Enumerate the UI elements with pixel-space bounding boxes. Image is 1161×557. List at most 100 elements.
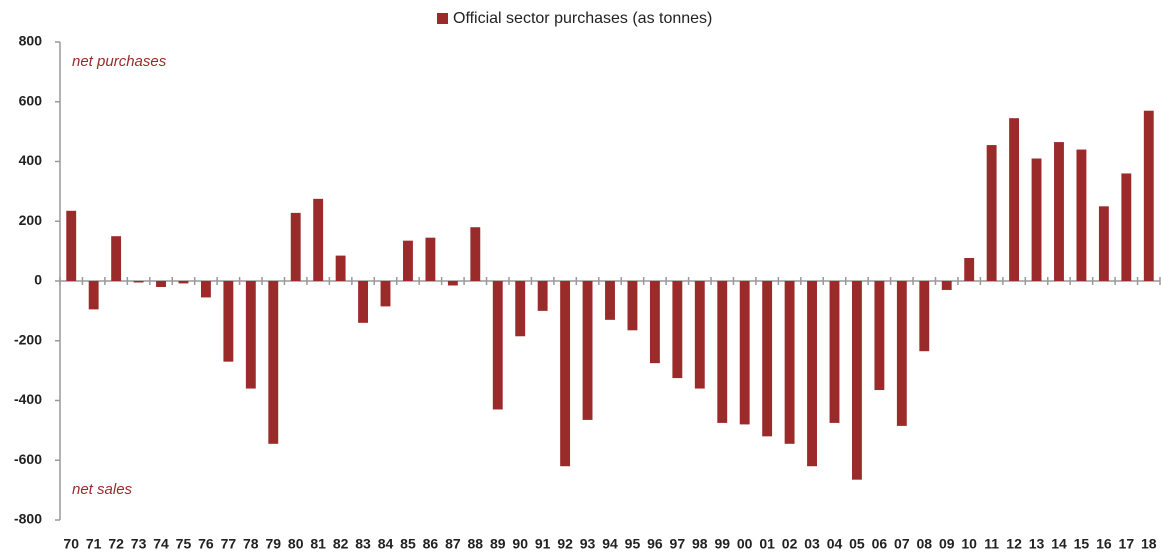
x-tick-label: 88 [468, 536, 484, 552]
bar [111, 236, 122, 281]
x-tick-label: 00 [737, 536, 753, 552]
bar [178, 281, 189, 284]
x-tick-label: 71 [86, 536, 102, 552]
x-tick-label: 07 [894, 536, 910, 552]
x-tick-label: 72 [108, 536, 124, 552]
x-tick-label: 05 [849, 536, 865, 552]
bar [874, 281, 885, 391]
x-tick-label: 96 [647, 536, 663, 552]
x-tick-label: 86 [423, 536, 439, 552]
y-tick-label: 200 [19, 212, 43, 228]
bar [245, 281, 256, 389]
bar [403, 240, 413, 281]
y-tick-label: -200 [14, 331, 42, 347]
x-tick-label: 18 [1141, 536, 1157, 552]
x-tick-label: 84 [378, 536, 394, 552]
bar [358, 281, 368, 323]
y-tick-label: 400 [19, 152, 43, 168]
bar [739, 281, 750, 425]
bar [762, 281, 773, 437]
bar [964, 257, 975, 281]
x-tick-label: 91 [535, 536, 551, 552]
bar [268, 281, 279, 444]
bar [896, 281, 907, 426]
bar [672, 281, 683, 379]
x-tick-label: 78 [243, 536, 259, 552]
x-tick-label: 14 [1051, 536, 1067, 552]
bar [649, 281, 660, 364]
x-tick-label: 89 [490, 536, 506, 552]
bar [88, 281, 99, 310]
bar [66, 210, 77, 281]
x-tick-label: 81 [310, 536, 326, 552]
x-tick-label: 95 [625, 536, 641, 552]
x-tick-label: 90 [512, 536, 528, 552]
x-tick-label: 94 [602, 536, 618, 552]
x-tick-label: 04 [827, 536, 843, 552]
x-tick-label: 09 [939, 536, 955, 552]
x-tick-label: 15 [1074, 536, 1090, 552]
x-tick-label: 73 [131, 536, 147, 552]
y-tick-label: 600 [19, 92, 43, 108]
y-tick-label: 800 [19, 33, 43, 49]
bar [784, 281, 795, 444]
bar [1076, 149, 1087, 281]
bar [1143, 110, 1154, 282]
x-tick-label: 01 [759, 536, 775, 552]
bar [560, 281, 571, 467]
y-tick-label: -600 [14, 451, 42, 467]
bar [605, 281, 615, 320]
bar [941, 281, 952, 290]
bar [447, 281, 458, 286]
bar [1054, 142, 1064, 281]
bar [133, 281, 144, 283]
x-tick-label: 74 [153, 536, 169, 552]
annotation: net purchases [72, 53, 167, 70]
bar [582, 281, 593, 420]
bar [1031, 158, 1042, 281]
x-tick-label: 08 [916, 536, 932, 552]
x-tick-label: 79 [265, 536, 281, 552]
x-tick-label: 77 [221, 536, 237, 552]
bar [335, 255, 346, 281]
y-tick-label: -400 [14, 391, 42, 407]
x-tick-label: 85 [400, 536, 416, 552]
legend-label: Official sector purchases (as tonnes) [453, 10, 712, 27]
x-tick-label: 93 [580, 536, 596, 552]
x-tick-label: 70 [63, 536, 79, 552]
bar [717, 281, 728, 423]
x-tick-label: 06 [872, 536, 888, 552]
y-tick-label: -800 [14, 511, 42, 527]
bar [627, 281, 638, 331]
x-tick-label: 10 [961, 536, 977, 552]
x-tick-label: 13 [1029, 536, 1045, 552]
bar [986, 145, 997, 281]
x-tick-label: 75 [176, 536, 192, 552]
bar [515, 281, 526, 337]
x-tick-label: 92 [557, 536, 573, 552]
bar [919, 281, 930, 352]
x-tick-label: 87 [445, 536, 461, 552]
x-tick-label: 98 [692, 536, 708, 552]
x-tick-label: 80 [288, 536, 304, 552]
bar [425, 237, 436, 281]
bar [200, 281, 211, 298]
legend-swatch [437, 13, 448, 24]
bar [290, 212, 301, 281]
bar [1121, 173, 1132, 281]
y-tick-label: 0 [34, 272, 42, 288]
bar [223, 281, 234, 362]
x-tick-label: 83 [355, 536, 371, 552]
bar [470, 227, 481, 281]
x-tick-label: 17 [1119, 536, 1135, 552]
x-tick-label: 82 [333, 536, 349, 552]
bar [156, 281, 166, 287]
bar [694, 281, 705, 389]
bar [380, 281, 391, 307]
bar [807, 281, 817, 467]
x-tick-label: 03 [804, 536, 820, 552]
x-tick-label: 11 [984, 536, 999, 552]
bar [829, 281, 840, 423]
x-tick-label: 02 [782, 536, 798, 552]
